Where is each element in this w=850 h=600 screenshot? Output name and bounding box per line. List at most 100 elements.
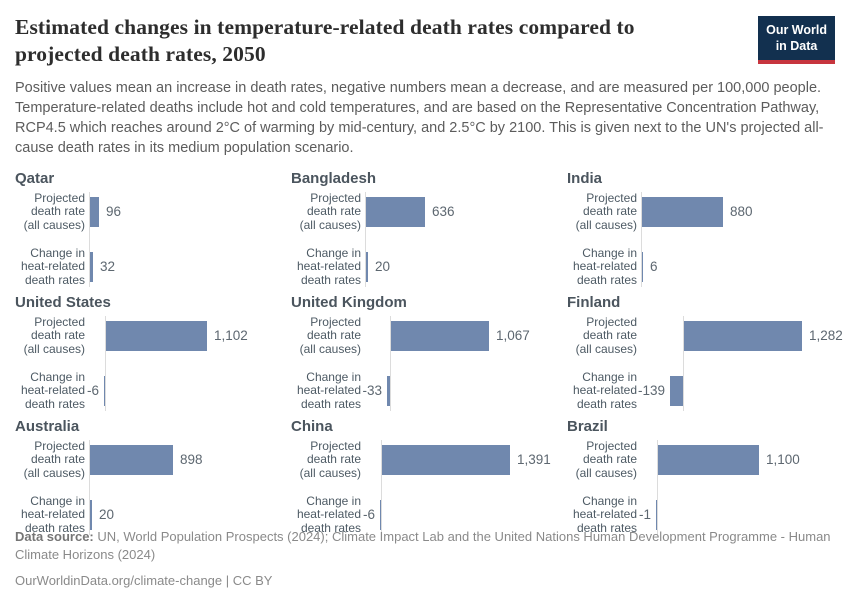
axis-line xyxy=(105,315,106,411)
panel-india: India Projected death rate (all causes) 8… xyxy=(567,170,835,287)
category-label: Projected death rate (all causes) xyxy=(299,190,361,232)
category-label: Change in heat-related death rates xyxy=(572,493,637,535)
axis-line xyxy=(390,315,391,411)
category-label: Change in heat-related death rates xyxy=(20,493,85,535)
value-label: 636 xyxy=(432,203,455,219)
bar-heat-change xyxy=(90,251,93,282)
axis-line xyxy=(89,191,90,287)
owid-logo: Our World in Data xyxy=(758,16,835,64)
footer: Data source: UN, World Population Prospe… xyxy=(15,528,835,588)
bar-projected xyxy=(90,196,99,227)
category-label: Change in heat-related death rates xyxy=(572,369,637,411)
citation: OurWorldinData.org/climate-change | CC B… xyxy=(15,573,273,588)
country-title: China xyxy=(291,417,333,435)
bar-projected xyxy=(642,196,723,227)
bar-heat-change xyxy=(380,499,381,530)
bar-projected xyxy=(658,444,759,475)
panel-chart: Projected death rate (all causes) 1,067 Ch… xyxy=(291,314,559,411)
value-label: 96 xyxy=(106,203,122,219)
panel-united-states: United States Projected death rate (all … xyxy=(15,294,283,411)
panel-chart: Projected death rate (all causes) 898 Chan… xyxy=(15,438,283,535)
country-title: India xyxy=(567,169,603,187)
bar-heat-change xyxy=(656,499,657,530)
panel-chart: Projected death rate (all causes) 636 Chan… xyxy=(291,190,559,287)
category-label: Change in heat-related death rates xyxy=(20,245,85,287)
data-source-text: UN, World Population Prospects (2024); C… xyxy=(15,528,831,562)
data-source-label: Data source: xyxy=(15,528,94,544)
category-label: Projected death rate (all causes) xyxy=(299,438,361,480)
bar-projected xyxy=(684,320,802,351)
value-label: 1,391 xyxy=(517,451,551,467)
category-label: Projected death rate (all causes) xyxy=(23,438,85,480)
page-title: Estimated changes in temperature-related… xyxy=(15,15,635,66)
axis-line xyxy=(683,315,684,411)
category-label: Change in heat-related death rates xyxy=(296,245,361,287)
value-label: 898 xyxy=(180,451,203,467)
bar-heat-change xyxy=(366,251,368,282)
value-label: -33 xyxy=(362,382,382,398)
country-title: Brazil xyxy=(567,417,608,435)
chart-subtitle: Positive values mean an increase in deat… xyxy=(15,79,824,156)
country-title: Bangladesh xyxy=(291,169,377,187)
bar-heat-change xyxy=(642,251,643,282)
category-label: Projected death rate (all causes) xyxy=(575,190,637,232)
axis-line xyxy=(89,439,90,535)
category-label: Change in heat-related death rates xyxy=(20,369,85,411)
bar-projected xyxy=(391,320,489,351)
value-label: 32 xyxy=(100,258,116,274)
category-label: Projected death rate (all causes) xyxy=(23,314,85,356)
panel-chart: Projected death rate (all causes) 880 Chan… xyxy=(567,190,835,287)
category-label: Change in heat-related death rates xyxy=(296,493,361,535)
category-label: Change in heat-related death rates xyxy=(572,245,637,287)
category-label: Projected death rate (all causes) xyxy=(299,314,361,356)
bar-heat-change xyxy=(104,375,105,406)
panel-australia: Australia Projected death rate (all caus… xyxy=(15,418,283,535)
country-title: United States xyxy=(15,293,111,311)
header: Estimated changes in temperature-related… xyxy=(15,14,835,78)
panel-chart: Projected death rate (all causes) 1,282 Ch… xyxy=(567,314,843,411)
value-label: 880 xyxy=(730,203,753,219)
category-label: Change in heat-related death rates xyxy=(296,369,361,411)
panel-chart: Projected death rate (all causes) 1,102 Ch… xyxy=(15,314,283,411)
logo-line2: in Data xyxy=(775,39,818,54)
panel-brazil: Brazil Projected death rate (all causes)… xyxy=(567,418,835,535)
bar-heat-change xyxy=(387,375,390,406)
value-label: 20 xyxy=(99,506,115,522)
panel-united-kingdom: United Kingdom Projected death rate (all… xyxy=(291,294,559,411)
logo-line1: Our World xyxy=(766,23,827,37)
bar-projected xyxy=(90,444,173,475)
country-title: Finland xyxy=(567,293,621,311)
value-label: 1,282 xyxy=(809,327,843,343)
axis-line xyxy=(657,439,658,535)
axis-line xyxy=(365,191,366,287)
value-label: 1,067 xyxy=(496,327,530,343)
value-label: -139 xyxy=(637,382,665,398)
bar-projected xyxy=(366,196,425,227)
country-title: United Kingdom xyxy=(291,293,407,311)
small-multiples-grid: Qatar Projected death rate (all causes) 9… xyxy=(15,170,843,535)
panel-bangladesh: Bangladesh Projected death rate (all cau… xyxy=(291,170,559,287)
value-label: 1,100 xyxy=(766,451,800,467)
country-title: Qatar xyxy=(15,169,55,187)
value-label: 1,102 xyxy=(214,327,248,343)
bar-projected xyxy=(382,444,510,475)
category-label: Projected death rate (all causes) xyxy=(575,438,637,480)
value-label: -6 xyxy=(362,506,375,522)
value-label: -6 xyxy=(86,382,99,398)
value-label: 6 xyxy=(650,258,658,274)
category-label: Projected death rate (all causes) xyxy=(575,314,637,356)
panel-china: China Projected death rate (all causes) 1… xyxy=(291,418,559,535)
value-label: -1 xyxy=(638,506,651,522)
bar-projected xyxy=(106,320,207,351)
panel-finland: Finland Projected death rate (all causes… xyxy=(567,293,843,411)
bar-heat-change xyxy=(670,375,683,406)
panel-chart: Projected death rate (all causes) 1,100 Ch… xyxy=(567,438,835,535)
axis-line xyxy=(641,191,642,287)
panel-chart: Projected death rate (all causes) 1,391 Ch… xyxy=(291,438,559,535)
panel-qatar: Qatar Projected death rate (all causes) 9… xyxy=(15,170,283,287)
panel-chart: Projected death rate (all causes) 96 Chang… xyxy=(15,191,283,287)
value-label: 20 xyxy=(375,258,391,274)
axis-line xyxy=(381,439,382,535)
data-source: Data source: UN, World Population Prospe… xyxy=(15,528,833,564)
